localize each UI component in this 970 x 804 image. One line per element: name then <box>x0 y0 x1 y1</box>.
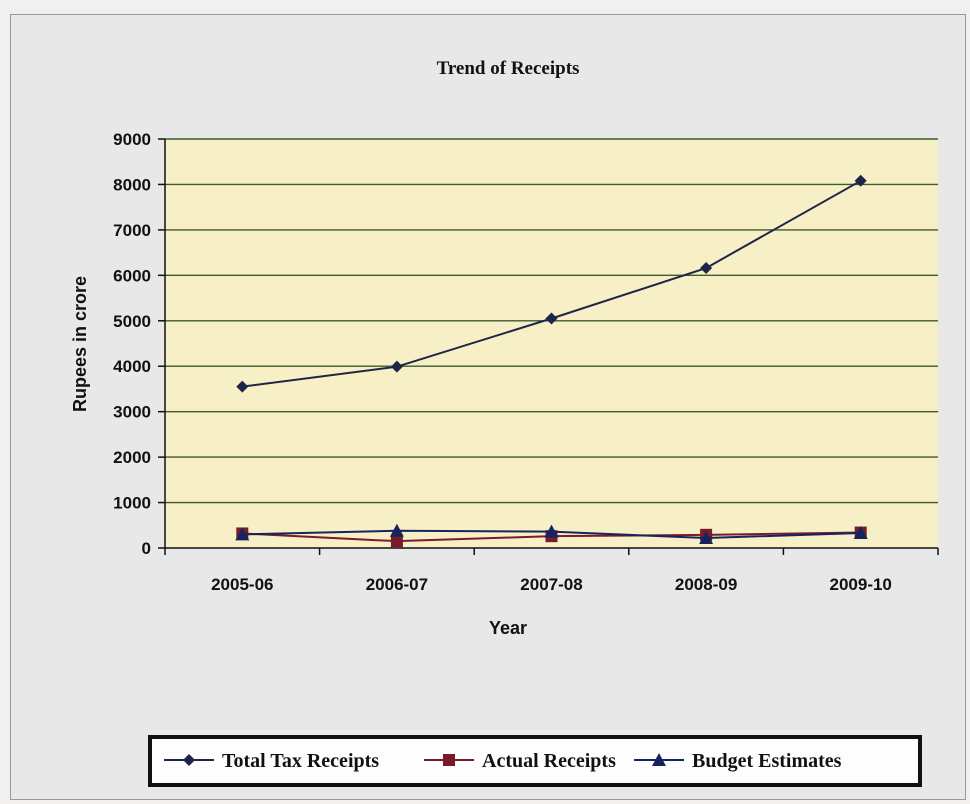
x-tick-label: 2005-06 <box>211 575 273 594</box>
x-axis-label: Year <box>489 618 527 638</box>
data-point <box>700 262 713 275</box>
legend-item: Actual Receipts <box>424 750 616 772</box>
x-tick-label: 2007-08 <box>520 575 582 594</box>
legend-marker <box>652 753 666 766</box>
legend-label: Total Tax Receipts <box>222 750 379 772</box>
plot-area <box>165 139 938 548</box>
y-tick-label: 4000 <box>113 357 151 376</box>
y-tick-label: 1000 <box>113 494 151 513</box>
y-axis-label: Rupees in crore <box>70 276 90 412</box>
data-point <box>390 360 403 373</box>
y-tick-label: 0 <box>142 539 151 558</box>
x-tick-label: 2006-07 <box>366 575 428 594</box>
x-tick-label: 2008-09 <box>675 575 737 594</box>
data-point <box>545 312 558 325</box>
data-point <box>853 526 868 540</box>
legend-marker <box>443 754 455 766</box>
chart-title: Trend of Receipts <box>437 58 580 79</box>
y-tick-label: 8000 <box>113 175 151 194</box>
y-tick-label: 5000 <box>113 312 151 331</box>
x-tick-label: 2009-10 <box>830 575 892 594</box>
data-point <box>236 380 249 393</box>
legend-item: Total Tax Receipts <box>164 750 379 772</box>
series-total-tax-receipts <box>236 174 867 393</box>
legend-item: Budget Estimates <box>634 750 842 772</box>
y-tick-label: 3000 <box>113 403 151 422</box>
y-tick-label: 2000 <box>113 448 151 467</box>
y-tick-label: 9000 <box>113 130 151 149</box>
legend: Total Tax Receipts Actual Receipts Budget … <box>148 735 922 787</box>
legend-label: Actual Receipts <box>482 750 616 772</box>
legend-marker <box>183 754 195 766</box>
legend-box <box>148 735 922 787</box>
data-point <box>544 524 559 538</box>
data-point <box>390 535 403 548</box>
legend-label: Budget Estimates <box>692 750 842 772</box>
data-point <box>699 531 714 545</box>
data-point <box>235 527 250 541</box>
data-point <box>389 523 404 537</box>
data-point <box>854 174 867 187</box>
y-tick-label: 6000 <box>113 266 151 285</box>
y-tick-label: 7000 <box>113 221 151 240</box>
series-budget-estimates <box>235 523 868 545</box>
